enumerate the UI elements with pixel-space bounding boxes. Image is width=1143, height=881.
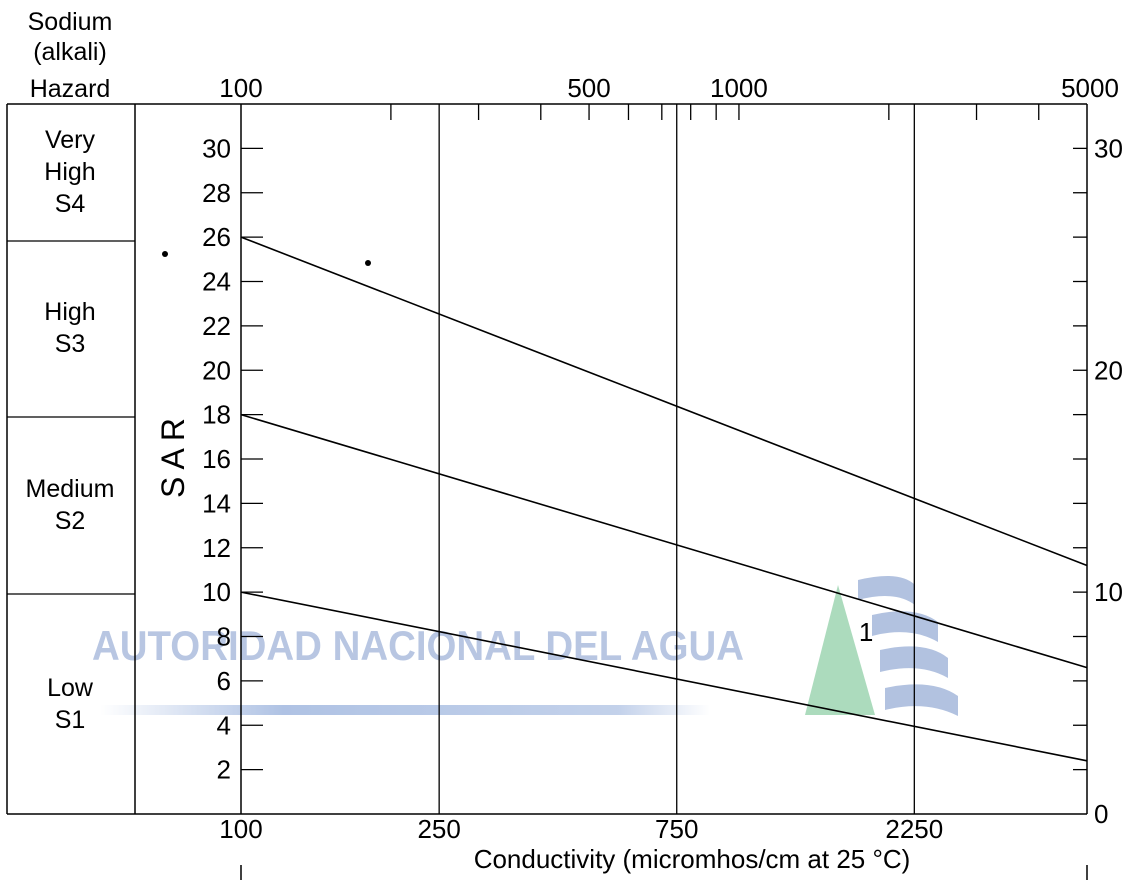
left-tick-label: 14	[202, 488, 231, 518]
bottom-tick-label: 250	[417, 814, 460, 844]
top-tick-label: 5000	[1061, 73, 1119, 103]
hazard-class-very-high: Very High S4	[44, 126, 95, 218]
data-points: 1	[859, 617, 873, 647]
left-tick-label: 4	[217, 710, 231, 740]
hazard-header-line: (alkali)	[33, 38, 107, 66]
watermark-logo-wave-icon	[885, 684, 958, 716]
top-tick-label: 1000	[710, 73, 768, 103]
right-tick-label: 0	[1094, 799, 1108, 829]
stray-speck	[162, 251, 168, 257]
hazard-class-low: Low S1	[47, 674, 94, 734]
svg-text:S3: S3	[55, 330, 86, 358]
left-tick-label: 24	[202, 267, 231, 297]
stray-speck	[365, 260, 371, 266]
hazard-class-high: High S3	[44, 298, 95, 358]
svg-text:Low: Low	[47, 674, 94, 702]
right-tick-label: 20	[1094, 355, 1123, 385]
left-tick-label: 10	[202, 577, 231, 607]
axis-ticks	[241, 104, 1087, 771]
hazard-class-column: Very High S4 High S3 Medium S2 Low S1	[6, 103, 1087, 815]
right-tick-label: 30	[1094, 133, 1123, 163]
watermark: AUTORIDAD NACIONAL DEL AGUA	[92, 576, 958, 716]
watermark-bar	[100, 705, 710, 715]
left-tick-label: 2	[217, 755, 231, 785]
watermark-text: AUTORIDAD NACIONAL DEL AGUA	[92, 622, 744, 669]
svg-text:S1: S1	[55, 706, 86, 734]
vertical-gridlines	[438, 104, 915, 814]
left-tick-label: 8	[217, 622, 231, 652]
svg-text:S4: S4	[55, 190, 86, 218]
svg-text:High: High	[44, 298, 95, 326]
data-point-label: 1	[859, 617, 873, 647]
left-tick-label: 26	[202, 222, 231, 252]
svg-text:S2: S2	[55, 507, 86, 535]
series-lines	[240, 236, 1088, 762]
series-line-2	[240, 413, 1088, 669]
left-tick-label: 30	[202, 133, 231, 163]
svg-text:Medium: Medium	[26, 475, 115, 503]
left-tick-label: 12	[202, 533, 231, 563]
bottom-tick-label: 100	[219, 814, 262, 844]
x-axis-label: Conductivity (micromhos/cm at 25 °C)	[474, 844, 911, 874]
watermark-logo-wave-icon	[858, 576, 915, 605]
hazard-header-line: Hazard	[30, 75, 111, 103]
y-axis-label: S A R	[155, 418, 191, 498]
left-tick-label: 20	[202, 355, 231, 385]
left-tick-label: 16	[202, 444, 231, 474]
right-tick-label: 10	[1094, 577, 1123, 607]
top-tick-label: 500	[567, 73, 610, 103]
hazard-header-line: Sodium	[28, 8, 113, 36]
bottom-tick-label: 2250	[885, 814, 943, 844]
hazard-class-medium: Medium S2	[26, 475, 115, 535]
watermark-logo-wave-icon	[872, 611, 938, 642]
left-tick-label: 22	[202, 311, 231, 341]
svg-text:Very: Very	[45, 126, 96, 154]
watermark-logo-triangle-icon	[805, 585, 875, 715]
svg-text:High: High	[44, 158, 95, 186]
left-tick-label: 18	[202, 400, 231, 430]
top-tick-label: 100	[219, 73, 262, 103]
bottom-tick-label: 750	[655, 814, 698, 844]
left-tick-label: 28	[202, 178, 231, 208]
left-tick-label: 6	[217, 666, 231, 696]
hazard-header: Sodium (alkali) Hazard	[28, 8, 113, 103]
series-line-3	[240, 236, 1088, 567]
series-line-1	[240, 591, 1088, 762]
